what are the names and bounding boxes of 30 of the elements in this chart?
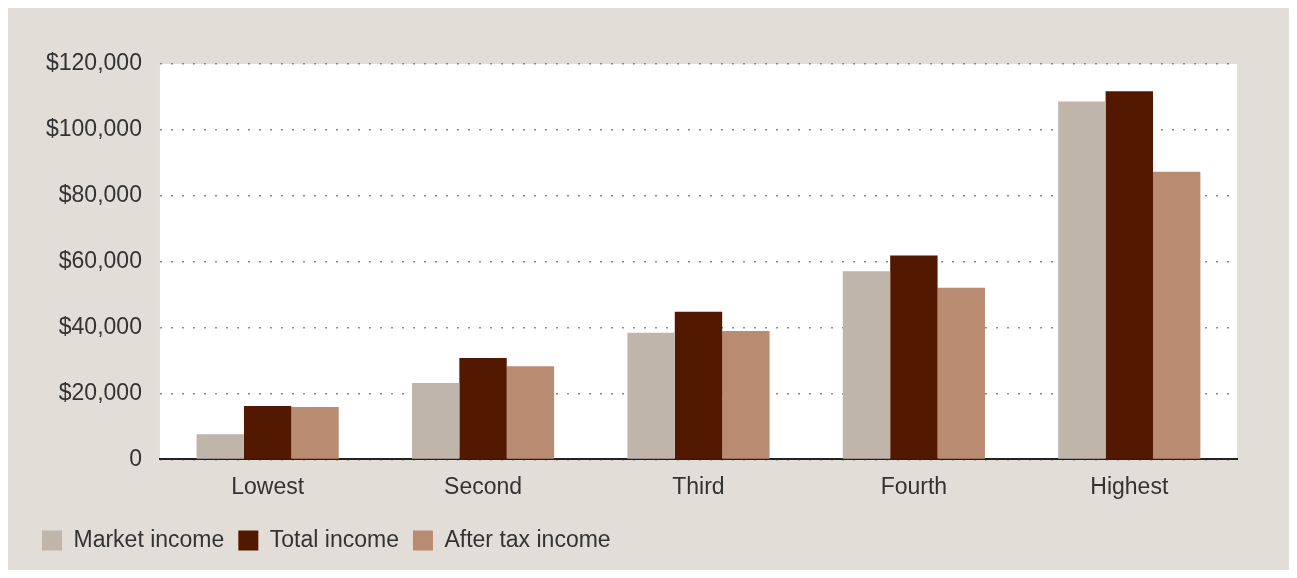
- x-tick-label: Third: [672, 472, 725, 499]
- y-tick-label: $60,000: [58, 247, 142, 274]
- bar: [196, 434, 244, 459]
- y-tick-label: $100,000: [45, 115, 142, 142]
- bar: [1152, 171, 1201, 459]
- bar: [243, 406, 292, 459]
- legend-label: Total income: [269, 525, 399, 552]
- x-tick-label: Lowest: [231, 472, 305, 499]
- bar: [627, 332, 675, 459]
- bar: [506, 366, 555, 459]
- x-tick-label: Fourth: [880, 472, 948, 499]
- bar: [459, 357, 507, 459]
- bar: [411, 382, 460, 459]
- x-tick-label: Highest: [1090, 472, 1169, 499]
- bar: [674, 311, 723, 459]
- bar: [722, 330, 770, 459]
- y-tick-label: $40,000: [58, 312, 142, 339]
- legend-label: Market income: [73, 525, 225, 552]
- bar: [1058, 101, 1106, 459]
- bar: [1105, 91, 1153, 459]
- bar: [291, 407, 339, 459]
- bar: [890, 255, 938, 459]
- legend-label: After tax income: [444, 525, 611, 552]
- x-tick-label: Second: [444, 472, 523, 499]
- bar: [937, 287, 985, 459]
- y-tick-label: 0: [129, 444, 142, 471]
- y-tick-label: $20,000: [58, 378, 142, 405]
- y-tick-label: $120,000: [45, 49, 142, 76]
- bar: [842, 271, 891, 459]
- y-tick-label: $80,000: [58, 181, 142, 208]
